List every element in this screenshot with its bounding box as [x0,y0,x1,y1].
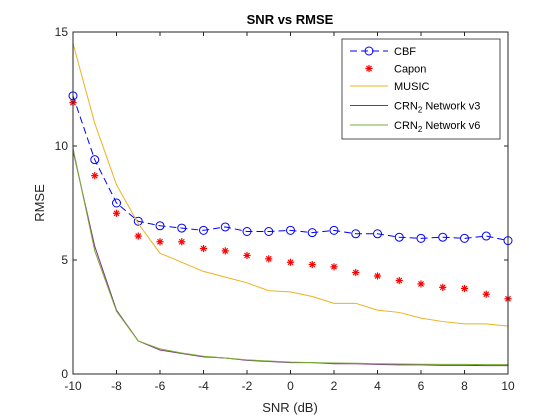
x-tick-label: 4 [374,379,381,393]
x-tick-label: 8 [461,379,468,393]
data-point [199,245,208,253]
data-point [221,247,229,255]
data-point [112,209,121,217]
series-3 [72,150,508,367]
x-tick-label: -8 [111,379,122,393]
data-point [481,231,491,241]
data-point [133,216,143,226]
legend-marker [364,46,374,56]
data-point [308,260,316,269]
data-point [91,172,99,180]
data-point [352,268,360,277]
x-tick-label: -4 [198,379,209,393]
series-4 [72,148,508,366]
data-point [460,284,469,293]
legend-marker [365,64,373,73]
data-point [134,232,142,240]
data-point [395,276,403,285]
series-2 [72,43,509,327]
data-point [286,225,295,235]
data-point [417,280,425,288]
data-point [416,233,426,243]
legend: CBF Capon MUSIC CRN2 Network v3 CRN2 Network… [341,38,501,140]
series-line [72,95,509,242]
x-tick-label: 10 [501,379,515,393]
y-tick-label: 15 [55,25,69,39]
series-line [72,148,508,366]
legend-label: Capon [394,64,426,76]
x-tick-label: -6 [155,379,166,393]
legend-item-3: CRN2 Network v3 [350,101,480,115]
legend-label: CBF [394,46,416,58]
data-point [199,225,208,235]
legend-item-0: CBF [350,46,416,58]
legend-label: MUSIC [394,81,430,93]
data-point [460,233,469,243]
series-0 [68,91,513,246]
data-point [438,232,448,242]
data-point [286,258,295,266]
data-point [243,251,251,260]
legend-item-1: Capon [365,64,426,76]
data-point [439,283,447,291]
x-tick-label: -10 [64,379,82,393]
data-point [155,221,165,231]
legend-label: CRN2 Network v3 [394,101,480,115]
series-line [72,150,508,367]
data-point [177,223,187,233]
data-point [264,227,274,236]
data-point [112,198,121,208]
y-axis-label: RMSE [32,184,47,222]
legend-box [341,38,501,140]
legend-item-4: CRN2 Network v6 [350,120,480,134]
series-1 [69,99,512,303]
x-tick-label: 0 [287,379,294,393]
y-tick-label: 10 [55,139,69,153]
x-tick-label: -2 [242,379,253,393]
data-point [373,272,382,280]
x-axis-label: SNR (dB) [262,400,318,415]
data-point [351,229,361,239]
series-layer [68,43,513,367]
data-point [329,225,339,235]
data-point [178,238,186,246]
data-point [90,155,100,165]
data-point [220,222,230,232]
data-point [330,263,338,271]
data-point [394,232,404,242]
y-tick-label: 5 [61,253,68,267]
y-tick-label: 0 [61,367,68,381]
series-line [72,43,509,327]
data-point [265,255,273,263]
data-point [373,229,382,239]
data-point [156,238,164,246]
data-point [482,290,490,298]
chart-title: SNR vs RMSE [247,12,334,27]
axes-layer: -10 -8 -6 -4 -2 0 2 4 6 8 10 0 5 10 15 [55,25,515,393]
data-point [242,227,252,236]
legend-item-2: MUSIC [350,81,430,93]
x-tick-label: 6 [418,379,425,393]
x-tick-label: 2 [331,379,338,393]
data-point [307,228,317,238]
legend-label: CRN2 Network v6 [394,120,480,134]
